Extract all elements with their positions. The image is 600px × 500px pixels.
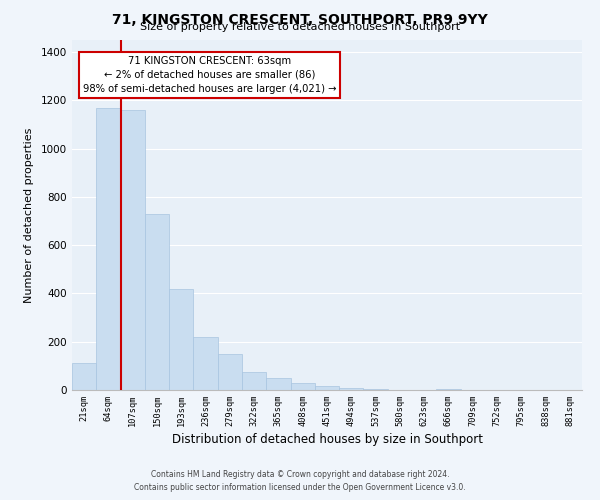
Bar (72, 364, 96, 390)
Bar (339, 388, 364, 390)
Bar (96, 108, 121, 390)
Bar (193, 337, 218, 390)
Text: Contains HM Land Registry data © Crown copyright and database right 2024.
Contai: Contains HM Land Registry data © Crown c… (134, 470, 466, 492)
Text: 71 KINGSTON CRESCENT: 63sqm
← 2% of detached houses are smaller (86)
98% of semi: 71 KINGSTON CRESCENT: 63sqm ← 2% of deta… (83, 56, 337, 94)
Bar (436, 389, 461, 390)
Bar (290, 383, 315, 390)
Bar (169, 288, 193, 390)
Y-axis label: Number of detached properties: Number of detached properties (24, 128, 34, 302)
Bar (266, 378, 290, 390)
X-axis label: Distribution of detached houses by size in Southport: Distribution of detached houses by size … (172, 434, 482, 446)
Bar (315, 386, 339, 390)
Bar (364, 389, 388, 390)
Bar (218, 354, 242, 390)
Bar (121, 110, 145, 390)
Bar (145, 214, 169, 390)
Text: Size of property relative to detached houses in Southport: Size of property relative to detached ho… (140, 22, 460, 32)
Text: 71, KINGSTON CRESCENT, SOUTHPORT, PR9 9YY: 71, KINGSTON CRESCENT, SOUTHPORT, PR9 9Y… (112, 12, 488, 26)
Bar (242, 372, 266, 390)
